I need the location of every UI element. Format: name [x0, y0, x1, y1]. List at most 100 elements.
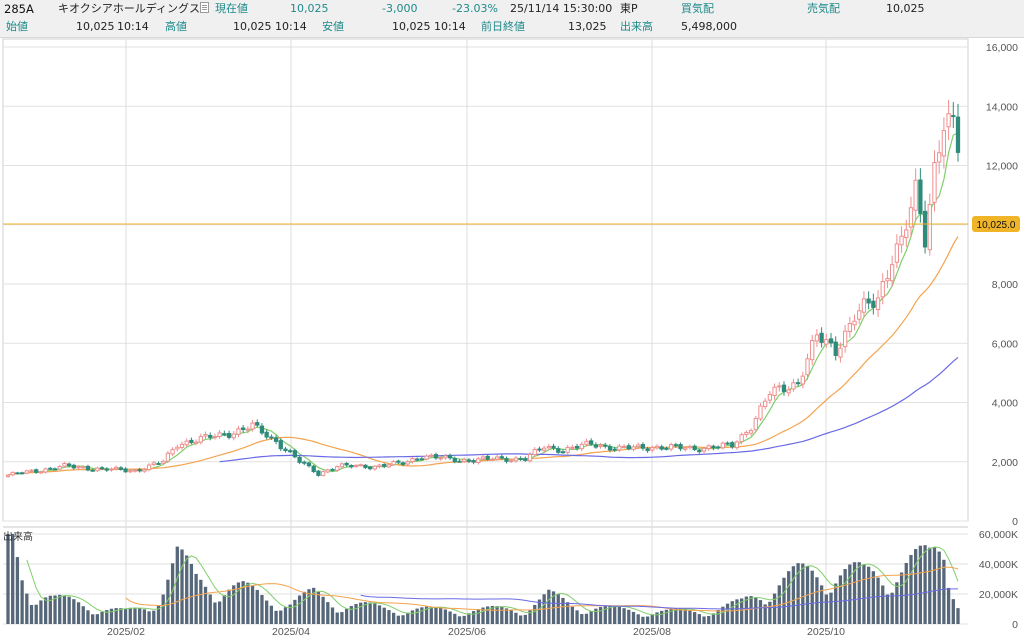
candle-body — [335, 466, 340, 471]
candle-body — [184, 440, 189, 446]
candle-body — [410, 458, 415, 463]
candle-body — [814, 334, 820, 342]
open-time: 10:14 — [117, 20, 149, 33]
volume-bar — [556, 594, 560, 624]
memo-icon[interactable] — [200, 2, 209, 13]
candle-body — [231, 433, 236, 439]
volume-bar — [678, 608, 683, 624]
candle-body — [283, 448, 288, 452]
candle-body — [48, 467, 53, 470]
candle-body — [15, 472, 20, 475]
candle-body — [890, 264, 895, 282]
candle-body — [509, 460, 514, 463]
volume-bar — [138, 608, 142, 624]
stock-chart[interactable]: 02,0004,0006,0008,00010,00012,00014,0001… — [0, 37, 1024, 639]
candle-body — [241, 427, 246, 430]
ma-short-line — [7, 132, 959, 476]
x-tick-label: 2025/06 — [448, 626, 486, 638]
volume-bar — [481, 607, 485, 624]
volume-bar — [843, 569, 847, 624]
candle-body — [574, 445, 580, 449]
volume-bar — [199, 579, 203, 624]
candle-body — [208, 434, 213, 438]
price-tick-label: 16,000 — [986, 42, 1018, 54]
volume-bar — [636, 614, 640, 624]
candle-body — [537, 448, 542, 451]
current-price-tag — [972, 216, 1020, 233]
candle-body — [744, 431, 749, 436]
ask-label: 売気配 — [807, 2, 840, 15]
candle-body — [593, 444, 599, 448]
volume-bar — [918, 545, 923, 624]
volume-bar — [189, 563, 194, 624]
candle-body — [330, 468, 335, 471]
volume-bar — [133, 607, 137, 624]
candle-body — [353, 464, 359, 468]
volume-bar — [462, 615, 466, 624]
volume-bar — [232, 585, 236, 624]
volume-bar — [185, 555, 189, 624]
candle-body — [913, 179, 918, 211]
volume-bar — [627, 609, 631, 624]
volume-bar — [302, 591, 306, 624]
volume-bar — [650, 614, 654, 624]
volume-bar — [373, 603, 377, 624]
volume-bar — [613, 605, 617, 624]
volume-bar — [725, 603, 730, 624]
volume-bar — [796, 563, 800, 624]
candle-body — [636, 444, 641, 448]
candle-body — [640, 444, 646, 449]
candle-body — [259, 425, 265, 434]
volume-bar — [95, 614, 100, 624]
price-tick-label: 4,000 — [992, 398, 1018, 410]
volume-bar — [53, 595, 57, 624]
volume-bar — [415, 608, 419, 624]
candle-body — [631, 446, 636, 450]
high-label: 高値 — [165, 20, 187, 33]
volume-bar — [763, 604, 767, 624]
volume-bar — [330, 607, 335, 624]
high-value: 10,025 — [233, 20, 272, 33]
candle-body — [838, 347, 843, 358]
candle-body — [452, 457, 457, 463]
candle-body — [833, 341, 838, 356]
volume-moving-averages — [26, 546, 959, 616]
candle-body — [203, 434, 208, 437]
volume-bar — [109, 608, 114, 624]
volume-bar — [829, 592, 833, 624]
volume-bar — [946, 587, 951, 624]
candle-body — [457, 460, 462, 463]
volume-bar — [335, 612, 339, 624]
volume-bar — [819, 585, 824, 624]
candle-body — [650, 447, 655, 451]
volume-bar — [62, 595, 67, 624]
candle-body — [10, 471, 15, 476]
prev-close-label: 前日終値 — [481, 20, 525, 33]
volume-bar — [161, 594, 165, 624]
volume-bar — [824, 594, 828, 624]
volume-bar — [429, 606, 433, 624]
volume-bar — [956, 608, 960, 624]
candle-body — [904, 229, 909, 239]
volume-bar — [772, 593, 777, 624]
price-tick-label: 6,000 — [992, 338, 1018, 350]
volume-bar — [862, 564, 866, 624]
candle-body — [85, 465, 91, 471]
ma-long-line — [219, 356, 959, 463]
volume-bar — [76, 602, 81, 624]
volume-bar — [340, 612, 344, 624]
candle-body — [151, 462, 156, 466]
price-tick-label: 8,000 — [992, 279, 1018, 291]
volume-bar — [434, 606, 438, 624]
open-label: 始値 — [6, 20, 28, 33]
candle-body — [800, 375, 805, 385]
volume-bar — [236, 582, 241, 624]
market-badge: 東P — [620, 2, 638, 15]
volume-bar — [486, 606, 490, 624]
candle-body — [692, 445, 697, 451]
candle-body — [626, 445, 631, 450]
candle-body — [471, 460, 476, 463]
volume-bar — [359, 602, 363, 624]
x-tick-label: 2025/04 — [272, 626, 310, 638]
volume-bar — [852, 562, 857, 624]
